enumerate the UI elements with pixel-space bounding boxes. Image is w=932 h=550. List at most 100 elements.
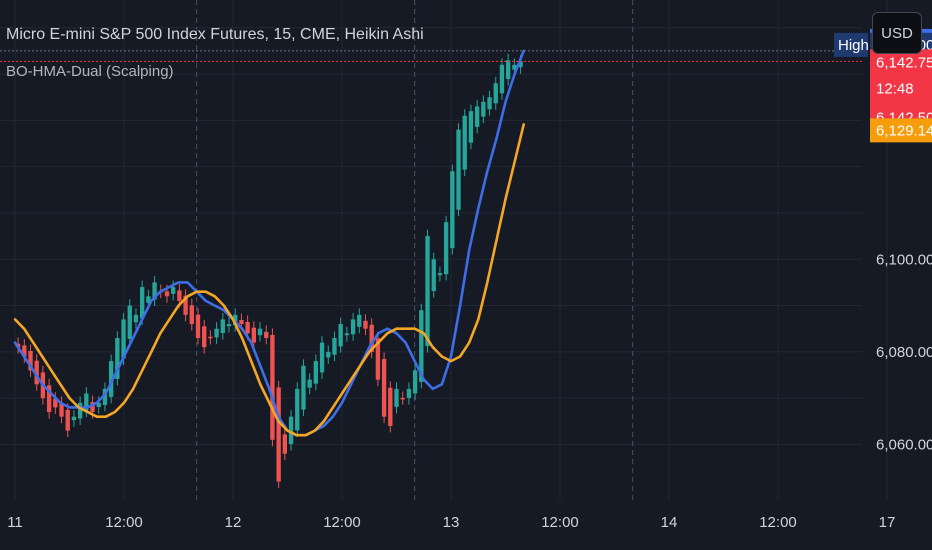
candle-body [350, 319, 356, 335]
candle-body [202, 326, 207, 348]
candle-body [419, 310, 424, 382]
candle-body [264, 331, 269, 338]
candle-body [239, 319, 244, 325]
candle-body [307, 379, 312, 388]
candle-body [456, 129, 461, 210]
candle-body [301, 365, 306, 410]
candle-body [319, 342, 325, 373]
candle-body [121, 319, 126, 359]
x-tick-label: 11 [7, 514, 23, 531]
candle-body [425, 236, 430, 347]
reference-lines [0, 50, 862, 62]
candle-body [133, 314, 139, 323]
candle-body [257, 328, 263, 336]
candle-body [195, 314, 201, 338]
candle-body [512, 64, 517, 70]
y-tick-label: 6,060.00 [876, 436, 932, 453]
y-axis[interactable]: 6,060.00 6,080.00 6,100.00 [876, 251, 932, 453]
grid [0, 0, 888, 500]
slow-hma-label: 6,129.14 [870, 118, 932, 143]
x-tick-label: 12:00 [759, 514, 797, 531]
candle-body [388, 387, 393, 426]
fast-hma-line [13, 49, 526, 437]
candle-body [357, 314, 362, 327]
high-label-tag-text: High [838, 37, 869, 54]
candle-body [487, 97, 492, 110]
candle-body [295, 388, 300, 431]
candle-body [282, 434, 288, 454]
candle-body [394, 388, 399, 407]
x-tick-label: 12:00 [541, 514, 579, 531]
symbol-title[interactable]: Micro E-mini S&P 500 Index Futures, 15, … [6, 26, 424, 43]
candle-body [34, 360, 39, 385]
candle-body [499, 64, 505, 94]
candle-body [46, 385, 52, 413]
candle-body [226, 324, 232, 327]
candle-body [251, 327, 256, 343]
x-tick-label: 17 [879, 514, 896, 531]
currency-button[interactable]: USD [872, 12, 922, 54]
candle-body [381, 358, 387, 417]
x-tick-label: 12:00 [105, 514, 143, 531]
slow-hma-label-text: 6,129.14 [876, 122, 932, 139]
candle-body [22, 345, 27, 357]
candle-body [127, 305, 132, 339]
candle-body [400, 397, 405, 400]
candle-body [450, 171, 455, 249]
indicator-legend[interactable]: BO-HMA-Dual (Scalping) [6, 63, 174, 80]
candle-body [220, 319, 225, 334]
candle-body [363, 320, 368, 329]
candle-body [171, 287, 176, 294]
candle-body [443, 222, 449, 275]
candle-body [276, 387, 281, 482]
candle-body [53, 398, 58, 408]
x-tick-label: 12:00 [323, 514, 361, 531]
session-separators [196, 0, 634, 500]
candle-body [90, 402, 95, 413]
candle-body [505, 60, 511, 80]
candle-body [28, 350, 33, 371]
countdown-text: 12:48 [876, 80, 914, 97]
candle-body [146, 296, 151, 303]
hma-lines [13, 49, 526, 437]
candle-body [481, 101, 486, 117]
candle-body [115, 337, 120, 380]
candle-body [102, 388, 108, 405]
candle-body [344, 333, 350, 336]
candle-body [412, 370, 418, 394]
last-price-text: 6,142.75 [876, 54, 932, 71]
x-axis[interactable]: 11 12:00 12 12:00 13 12:00 14 12:00 17 [7, 514, 895, 531]
high-label-tag-bg [834, 32, 868, 57]
candle-body [152, 282, 157, 300]
candle-body [338, 324, 343, 347]
candle-body [369, 324, 374, 352]
candle-body [108, 361, 114, 397]
candle-body [164, 291, 170, 297]
candle-body [84, 393, 89, 411]
slow-hma-label-bg [870, 118, 932, 143]
candle-body [177, 290, 182, 301]
candle-body [332, 337, 337, 355]
candles [15, 53, 523, 488]
candle-body [189, 305, 194, 325]
x-tick-label: 13 [443, 514, 460, 531]
candle-body [183, 295, 188, 315]
x-tick-label: 14 [661, 514, 678, 531]
candle-body [431, 259, 436, 292]
candle-body [313, 361, 319, 384]
candle-body [77, 402, 83, 419]
candle-body [208, 336, 213, 339]
candle-body [326, 351, 331, 358]
candle-body [468, 111, 474, 143]
y-tick-label: 6,100.00 [876, 251, 932, 268]
x-tick-label: 12 [225, 514, 242, 531]
y-tick-label: 6,080.00 [876, 344, 932, 361]
candle-body [59, 403, 64, 417]
candle-body [139, 287, 145, 319]
candle-body [493, 83, 498, 104]
candle-body [474, 106, 480, 127]
candle-body [71, 416, 77, 421]
candle-body [437, 273, 443, 276]
candle-body [65, 409, 70, 431]
